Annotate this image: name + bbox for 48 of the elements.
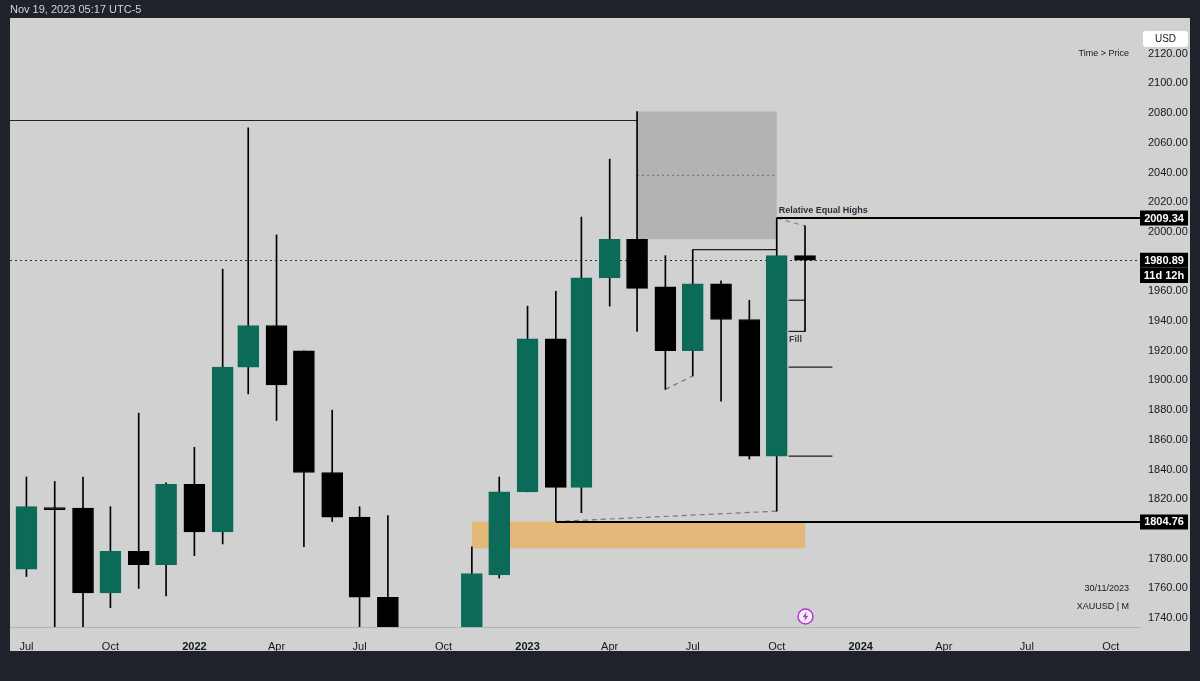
y-tick-label: 2080.00 (1148, 106, 1188, 119)
y-tick-label: 1900.00 (1148, 373, 1188, 386)
annotation: Fill (789, 334, 802, 345)
x-tick-label: Jul (19, 639, 34, 652)
candlestick (237, 127, 260, 395)
y-tick-label: 1760.00 (1148, 581, 1188, 594)
x-tick-label: 2023 (515, 639, 540, 652)
x-tick-label: Oct (101, 639, 119, 652)
x-tick-label: Jul (685, 639, 700, 652)
x-tick-label: Apr (267, 639, 286, 652)
y-tick-label: 2000.00 (1148, 224, 1188, 237)
y-tick-label: 1880.00 (1148, 403, 1188, 416)
y-tick-label: 2120.00 (1148, 46, 1188, 59)
y-tick-label: 1820.00 (1148, 492, 1188, 505)
y-tick-label: 2040.00 (1148, 165, 1188, 178)
y-tick-label: 1920.00 (1148, 343, 1188, 356)
x-tick-label: Apr (935, 639, 953, 652)
x-tick-label: Jul (352, 639, 367, 652)
y-tick-label: 1860.00 (1148, 432, 1188, 445)
x-tick-label: Oct (768, 639, 786, 652)
x-tick-label: Oct (435, 639, 453, 652)
x-tick-label: Jul (1019, 639, 1034, 652)
x-tick-label: Apr (601, 639, 619, 652)
annotation: Relative Equal Highs (778, 205, 868, 215)
x-tick-label: Oct (1102, 639, 1120, 652)
ref-line-label: 1980.89 (1144, 253, 1184, 266)
x-tick-label: 2022 (182, 639, 207, 652)
candlestick (794, 225, 816, 332)
y-tick-label: 1840.00 (1148, 462, 1188, 475)
candlestick (43, 481, 66, 627)
y-tick-label: 2060.00 (1148, 135, 1188, 148)
y-tick-label: 2020.00 (1148, 195, 1188, 208)
text: Nov 19, 2023 05:17 UTC-5 (10, 3, 142, 17)
candlestick (626, 111, 648, 332)
data-label: 2009.34 (1144, 211, 1185, 224)
text: 11d 12h (1140, 267, 1188, 283)
annotation: Time > Price (1078, 48, 1129, 59)
candlestick (127, 412, 150, 589)
y-tick-label: 1940.00 (1148, 314, 1188, 327)
y-tick-label: 1960.00 (1148, 284, 1188, 297)
y-tick-label: 1780.00 (1148, 551, 1188, 564)
annotation: 30/11/2023 (1084, 583, 1129, 594)
y-tick-label: 2100.00 (1148, 76, 1188, 89)
y-axis-title: USD (1143, 31, 1188, 47)
x-tick-label: 2024 (848, 639, 874, 652)
data-label: 1804.76 (1144, 515, 1184, 528)
y-tick-label: 1740.00 (1148, 611, 1188, 624)
annotation: XAUUSD | M (1076, 601, 1129, 612)
